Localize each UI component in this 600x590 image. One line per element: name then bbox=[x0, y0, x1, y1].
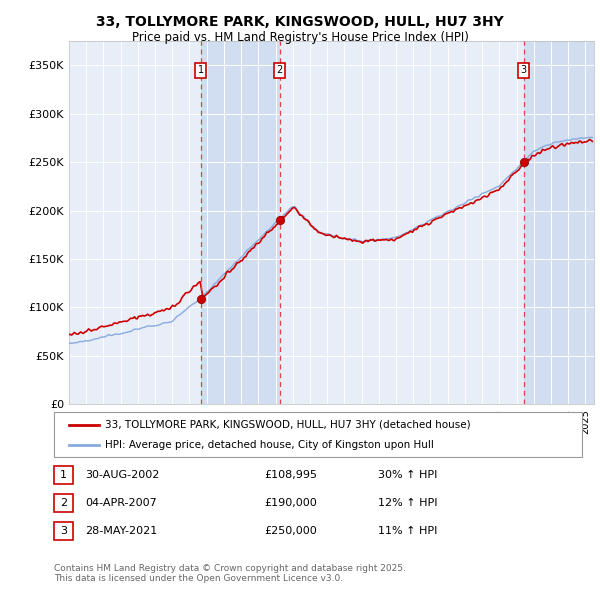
Text: 33, TOLLYMORE PARK, KINGSWOOD, HULL, HU7 3HY: 33, TOLLYMORE PARK, KINGSWOOD, HULL, HU7… bbox=[96, 15, 504, 29]
Bar bbox=[524, 41, 594, 404]
Text: 30% ↑ HPI: 30% ↑ HPI bbox=[378, 470, 437, 480]
Text: Contains HM Land Registry data © Crown copyright and database right 2025.
This d: Contains HM Land Registry data © Crown c… bbox=[54, 563, 406, 583]
Text: £108,995: £108,995 bbox=[264, 470, 317, 480]
Text: 28-MAY-2021: 28-MAY-2021 bbox=[85, 526, 157, 536]
Text: £190,000: £190,000 bbox=[264, 498, 317, 507]
Text: 12% ↑ HPI: 12% ↑ HPI bbox=[378, 498, 437, 507]
Text: 3: 3 bbox=[521, 65, 527, 76]
Text: 1: 1 bbox=[60, 470, 67, 480]
Bar bbox=[201, 41, 280, 404]
Text: HPI: Average price, detached house, City of Kingston upon Hull: HPI: Average price, detached house, City… bbox=[105, 440, 434, 450]
Text: 04-APR-2007: 04-APR-2007 bbox=[85, 498, 157, 507]
Text: 2: 2 bbox=[277, 65, 283, 76]
Text: 3: 3 bbox=[60, 526, 67, 536]
Text: 2: 2 bbox=[60, 498, 67, 507]
Text: 33, TOLLYMORE PARK, KINGSWOOD, HULL, HU7 3HY (detached house): 33, TOLLYMORE PARK, KINGSWOOD, HULL, HU7… bbox=[105, 419, 470, 430]
Text: 1: 1 bbox=[198, 65, 204, 76]
Text: 30-AUG-2002: 30-AUG-2002 bbox=[85, 470, 160, 480]
Text: Price paid vs. HM Land Registry's House Price Index (HPI): Price paid vs. HM Land Registry's House … bbox=[131, 31, 469, 44]
Text: 11% ↑ HPI: 11% ↑ HPI bbox=[378, 526, 437, 536]
Text: £250,000: £250,000 bbox=[264, 526, 317, 536]
